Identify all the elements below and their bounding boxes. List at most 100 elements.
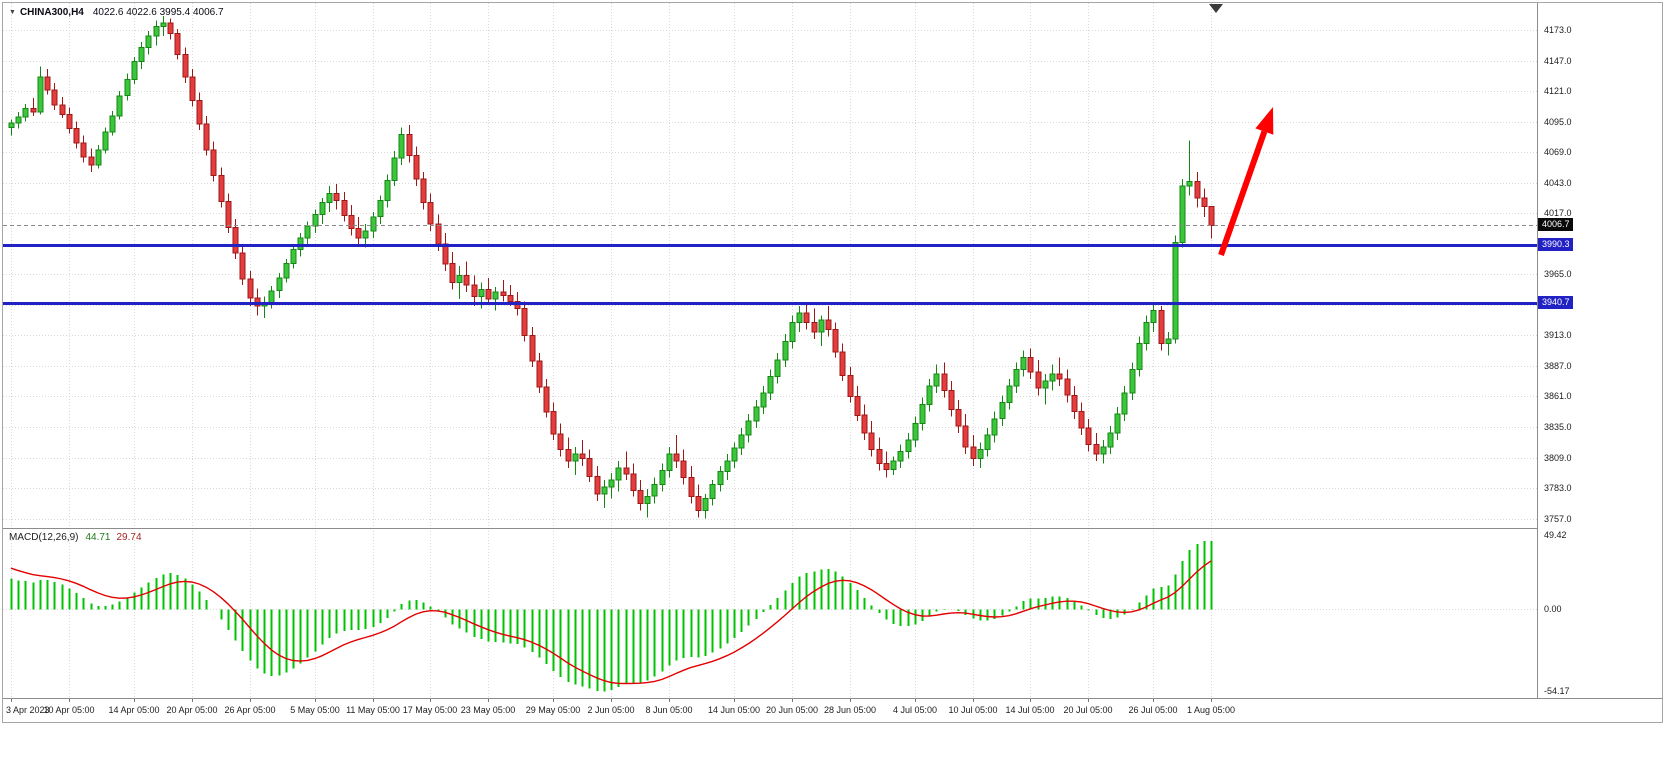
candle: [594, 475, 601, 495]
candle: [44, 76, 51, 91]
candle: [145, 35, 152, 49]
time-tick-label: 4 Jul 05:00: [892, 705, 938, 715]
time-tick-mark: [192, 699, 193, 702]
time-tick-mark: [792, 699, 793, 702]
candle: [529, 334, 536, 362]
candle: [312, 213, 319, 227]
time-tick-label: 14 Apr 05:00: [108, 705, 160, 715]
macd-tick-label: 0.00: [1544, 604, 1562, 614]
candle: [941, 373, 948, 392]
candle: [1056, 373, 1063, 380]
candle: [832, 329, 839, 353]
price-chart-canvas[interactable]: [3, 3, 1537, 528]
candle: [341, 199, 348, 217]
candle: [955, 408, 962, 427]
candle: [319, 202, 326, 215]
time-tick-label: 17 May 05:00: [402, 705, 458, 715]
candle: [1158, 310, 1165, 345]
candle: [876, 448, 883, 464]
candle: [203, 123, 210, 151]
candle: [471, 284, 478, 298]
candle: [51, 89, 58, 106]
candle: [456, 275, 463, 283]
trend-arrow-head[interactable]: [1255, 107, 1274, 135]
time-tick-mark: [11, 699, 12, 702]
candle: [630, 473, 637, 491]
candle: [774, 359, 781, 377]
candle: [651, 484, 658, 497]
candle: [66, 114, 73, 130]
candle: [442, 243, 449, 265]
candle: [239, 252, 246, 280]
candle: [1129, 368, 1136, 394]
trend-arrow[interactable]: [1218, 130, 1268, 256]
macd-signal-line: [10, 560, 1212, 685]
time-tick-label: 20 Apr 05:00: [166, 705, 218, 715]
time-tick-mark: [430, 699, 431, 702]
candle: [1186, 181, 1193, 187]
price-axis[interactable]: 4173.0 4147.0 4121.0 4095.0 4069.0 4043.0 4017…: [1538, 3, 1662, 698]
candle: [1071, 394, 1078, 413]
time-axis[interactable]: 3 Apr 2023 10 Apr 05:00 14 Apr 05:00 20 Apr…: [3, 698, 1662, 722]
candle: [680, 460, 687, 479]
time-tick-mark: [611, 699, 612, 702]
candle: [919, 404, 926, 425]
candlestick-series: [8, 15, 1215, 519]
time-tick-mark: [1030, 699, 1031, 702]
candle: [88, 156, 95, 166]
macd-title: MACD(12,26,9): [9, 532, 79, 543]
price-tick-label: 3887.0: [1544, 361, 1572, 371]
price-tick-label: 4017.0: [1544, 208, 1572, 218]
candle: [731, 447, 738, 462]
candle: [753, 406, 760, 422]
price-tick-label: 3783.0: [1544, 483, 1572, 493]
candle: [333, 192, 340, 201]
candle: [435, 223, 442, 245]
candle: [59, 104, 66, 116]
price-tick-label: 4173.0: [1544, 25, 1572, 35]
candle: [623, 467, 630, 475]
candle: [1078, 411, 1085, 429]
candle: [579, 453, 586, 460]
candle: [116, 95, 123, 117]
candle: [839, 351, 846, 376]
chart-shift-marker-icon[interactable]: [1209, 4, 1223, 13]
candle: [326, 192, 333, 204]
candle: [536, 360, 543, 388]
pane-separator[interactable]: [3, 528, 1662, 529]
candle: [1136, 343, 1143, 370]
candle: [970, 446, 977, 460]
candle: [492, 291, 499, 300]
time-tick-mark: [69, 699, 70, 702]
time-tick-label: 11 May 05:00: [346, 705, 400, 715]
candle: [73, 128, 80, 144]
candle: [977, 448, 984, 460]
candle: [449, 263, 456, 284]
price-tick-label: 4095.0: [1544, 117, 1572, 127]
time-tick-mark: [315, 699, 316, 702]
candle: [1179, 185, 1186, 244]
candle: [782, 340, 789, 361]
candle: [297, 237, 304, 251]
price-tick-label: 3835.0: [1544, 422, 1572, 432]
candle: [290, 249, 297, 265]
candle: [1006, 385, 1013, 403]
candle: [1049, 373, 1056, 382]
candle: [521, 307, 528, 336]
symbol-dropdown-icon[interactable]: ▼: [9, 9, 16, 16]
macd-indicator-canvas[interactable]: [3, 528, 1537, 698]
candle: [897, 451, 904, 462]
candle: [232, 226, 239, 254]
chart-window: ▼ CHINA300,H4 4022.6 4022.6 3995.4 4006.7 …: [2, 2, 1663, 723]
time-tick-label: 14 Jun 05:00: [707, 705, 761, 715]
candle: [370, 216, 377, 232]
symbol-title: CHINA300,H4: [19, 7, 84, 18]
time-tick-mark: [1211, 699, 1212, 702]
time-tick-label: 2 Jun 05:00: [587, 705, 635, 715]
candle: [218, 175, 225, 202]
candle: [984, 434, 991, 450]
time-tick-label: 26 Jul 05:00: [1128, 705, 1178, 715]
candle: [1201, 197, 1208, 208]
candle: [1172, 242, 1179, 340]
